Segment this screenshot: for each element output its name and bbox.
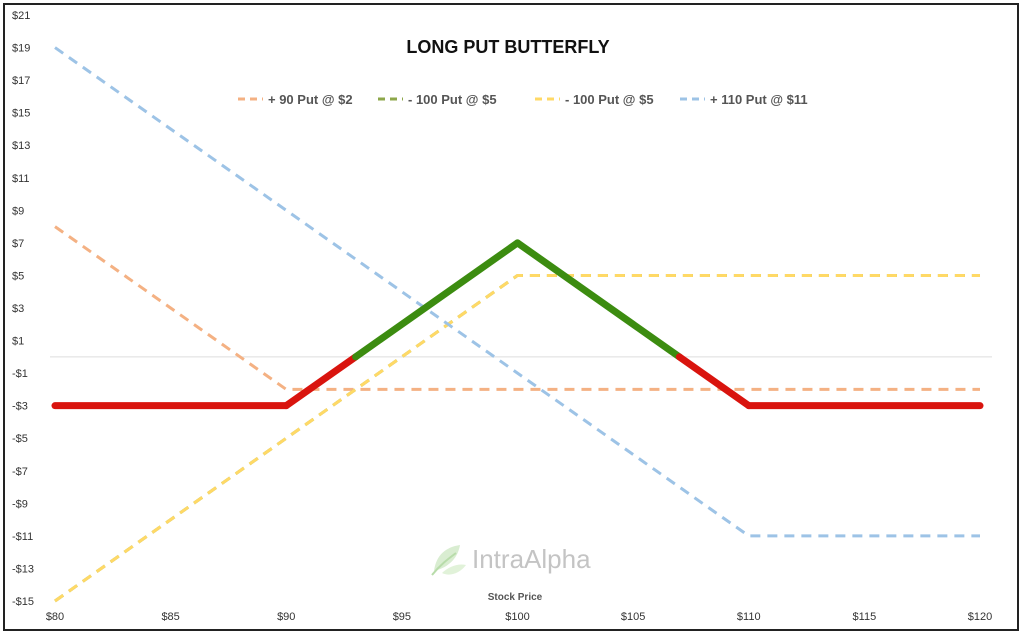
legend-label: + 90 Put @ $2: [268, 92, 353, 107]
leaf-logo-icon: [431, 545, 466, 576]
legend-item: + 110 Put @ $11: [680, 92, 808, 107]
y-tick-label: $21: [12, 10, 30, 22]
x-axis-label: Stock Price: [488, 592, 543, 603]
x-tick-label: $80: [46, 611, 64, 623]
legend-label: - 100 Put @ $5: [565, 92, 654, 107]
x-tick-label: $95: [393, 611, 411, 623]
x-tick-label: $100: [505, 611, 529, 623]
y-tick-label: $17: [12, 75, 30, 87]
series-line-4: [54, 46, 980, 538]
x-tick-label: $105: [621, 611, 645, 623]
y-tick-label: -$11: [12, 531, 33, 543]
series-line-1: [54, 225, 980, 391]
y-tick-label: $11: [12, 173, 30, 185]
legend-item: + 90 Put @ $2: [238, 92, 353, 107]
x-tick-label: $110: [737, 611, 761, 623]
x-tick-label: $85: [161, 611, 179, 623]
y-tick-label: $7: [12, 238, 24, 250]
x-axis-ticks: $80 $85 $90 $95 $100 $105 $110 $115 $120: [46, 611, 992, 623]
y-tick-label: $19: [12, 43, 30, 55]
y-tick-label: $15: [12, 108, 30, 120]
watermark-text: IntraAlpha: [472, 544, 591, 574]
payoff-layer: [51, 239, 984, 410]
x-tick-label: $115: [853, 611, 877, 623]
x-tick-label: $90: [277, 611, 295, 623]
series-line-3: [54, 273, 980, 603]
y-axis-ticks: -$15 -$13 -$11 -$9 -$7 -$5 -$3 -$1 $1 $3 $5 $7 $9 $11…: [12, 10, 34, 608]
payoff-loss-segment: [282, 353, 360, 410]
y-tick-label: $1: [12, 336, 24, 348]
legend-label: + 110 Put @ $11: [710, 92, 808, 107]
y-tick-label: -$1: [12, 368, 28, 380]
x-tick-label: $120: [968, 611, 992, 623]
payoff-profit-segment: [352, 239, 521, 361]
y-tick-label: $9: [12, 205, 24, 217]
legend-item: - 100 Put @ $5: [378, 92, 497, 107]
legend: + 90 Put @ $2 - 100 Put @ $5 - 100 Put @ $…: [238, 92, 808, 107]
y-tick-label: -$5: [12, 433, 28, 445]
y-tick-label: -$15: [12, 596, 34, 608]
y-tick-label: $13: [12, 140, 30, 152]
y-tick-label: -$13: [12, 563, 34, 575]
payoff-profit-segment: [514, 239, 683, 361]
legend-item: - 100 Put @ $5: [535, 92, 654, 107]
chart-frame: [3, 3, 1019, 631]
legend-label: - 100 Put @ $5: [408, 92, 497, 107]
payoff-loss-segment: [675, 353, 753, 410]
watermark: IntraAlpha: [431, 544, 591, 576]
y-tick-label: $3: [12, 303, 24, 315]
chart-title: LONG PUT BUTTERFLY: [406, 37, 609, 57]
y-tick-label: $5: [12, 270, 24, 282]
series-layer: [54, 46, 980, 603]
y-tick-label: -$7: [12, 466, 28, 478]
y-tick-label: -$3: [12, 401, 28, 413]
y-tick-label: -$9: [12, 498, 28, 510]
